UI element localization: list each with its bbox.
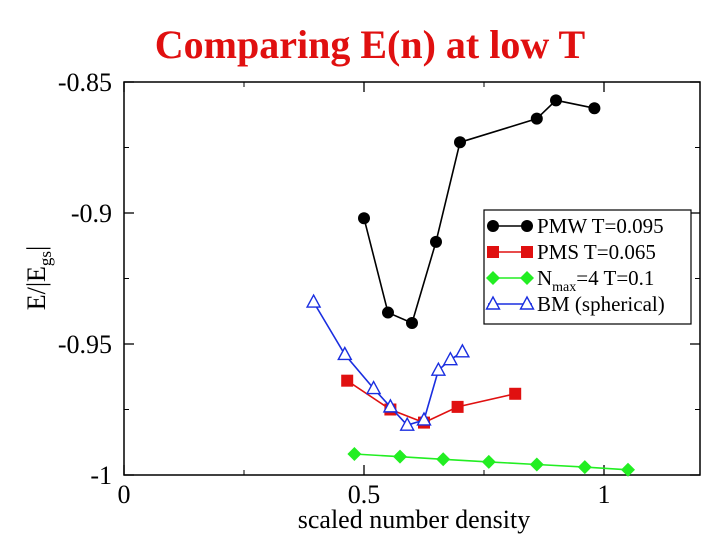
legend-marker — [521, 220, 533, 232]
data-point — [530, 112, 543, 125]
series-4 — [305, 293, 471, 431]
data-point — [621, 462, 635, 477]
x-tick-label: 1 — [598, 480, 611, 509]
data-point — [588, 102, 601, 115]
legend-label: BM (spherical) — [537, 292, 665, 316]
y-axis-label-main: E/|E — [22, 266, 51, 310]
data-point — [481, 454, 496, 469]
series-layer — [305, 94, 635, 477]
legend-marker — [520, 271, 534, 285]
legend-label: PMW T=0.095 — [537, 214, 664, 238]
legend-marker — [486, 271, 500, 285]
data-point — [529, 457, 544, 472]
x-axis-label: scaled number density — [298, 505, 531, 534]
chart-title: Comparing E(n) at low T — [155, 22, 586, 67]
y-tick-label: -0.95 — [58, 330, 112, 359]
data-point — [442, 351, 459, 366]
y-axis-label: E/|Egs| — [22, 246, 55, 311]
y-tick-label: -0.9 — [71, 199, 112, 228]
y-axis-label-sub: gs — [36, 251, 55, 266]
y-tick-label: -1 — [90, 461, 112, 490]
data-point — [436, 452, 451, 467]
data-point — [341, 374, 354, 387]
data-point — [337, 346, 353, 361]
data-point — [365, 380, 382, 395]
y-tick-label: -0.85 — [58, 68, 112, 97]
data-point — [358, 212, 370, 225]
data-point — [577, 460, 592, 475]
data-point — [305, 293, 322, 308]
data-point — [399, 416, 415, 431]
data-point — [454, 343, 471, 358]
legend-marker — [519, 295, 535, 310]
data-point — [454, 136, 466, 149]
data-point — [416, 411, 432, 426]
legend-item: PMW T=0.095 — [487, 214, 664, 238]
legend-marker — [487, 220, 499, 232]
data-point — [393, 449, 407, 464]
data-point — [430, 235, 442, 248]
legend-marker — [485, 295, 501, 310]
legend-label: PMS T=0.065 — [537, 240, 656, 264]
data-point — [550, 94, 562, 107]
legend-marker — [521, 246, 533, 258]
data-point — [509, 387, 522, 400]
legend-item: BM (spherical) — [485, 292, 665, 316]
series-3 — [347, 447, 635, 477]
legend-item: Nmax=4 T=0.1 — [486, 266, 654, 295]
data-point — [430, 361, 447, 376]
data-point — [451, 400, 464, 413]
x-tick-label: 0.5 — [348, 480, 381, 509]
legend-label: Nmax=4 T=0.1 — [537, 266, 654, 295]
data-point — [382, 398, 399, 413]
legend-marker — [487, 246, 499, 258]
y-axis-label-tail: | — [22, 246, 51, 251]
data-point — [382, 306, 394, 319]
legend-item: PMS T=0.065 — [487, 240, 656, 264]
x-tick-label: 0 — [118, 480, 131, 509]
data-point — [406, 317, 418, 330]
data-point — [347, 447, 362, 462]
axes-ticks: 0 0.5 1 -1 -0.95 -0.9 -0.85 — [58, 68, 700, 509]
series-1 — [358, 94, 601, 330]
legend-box — [483, 209, 692, 325]
